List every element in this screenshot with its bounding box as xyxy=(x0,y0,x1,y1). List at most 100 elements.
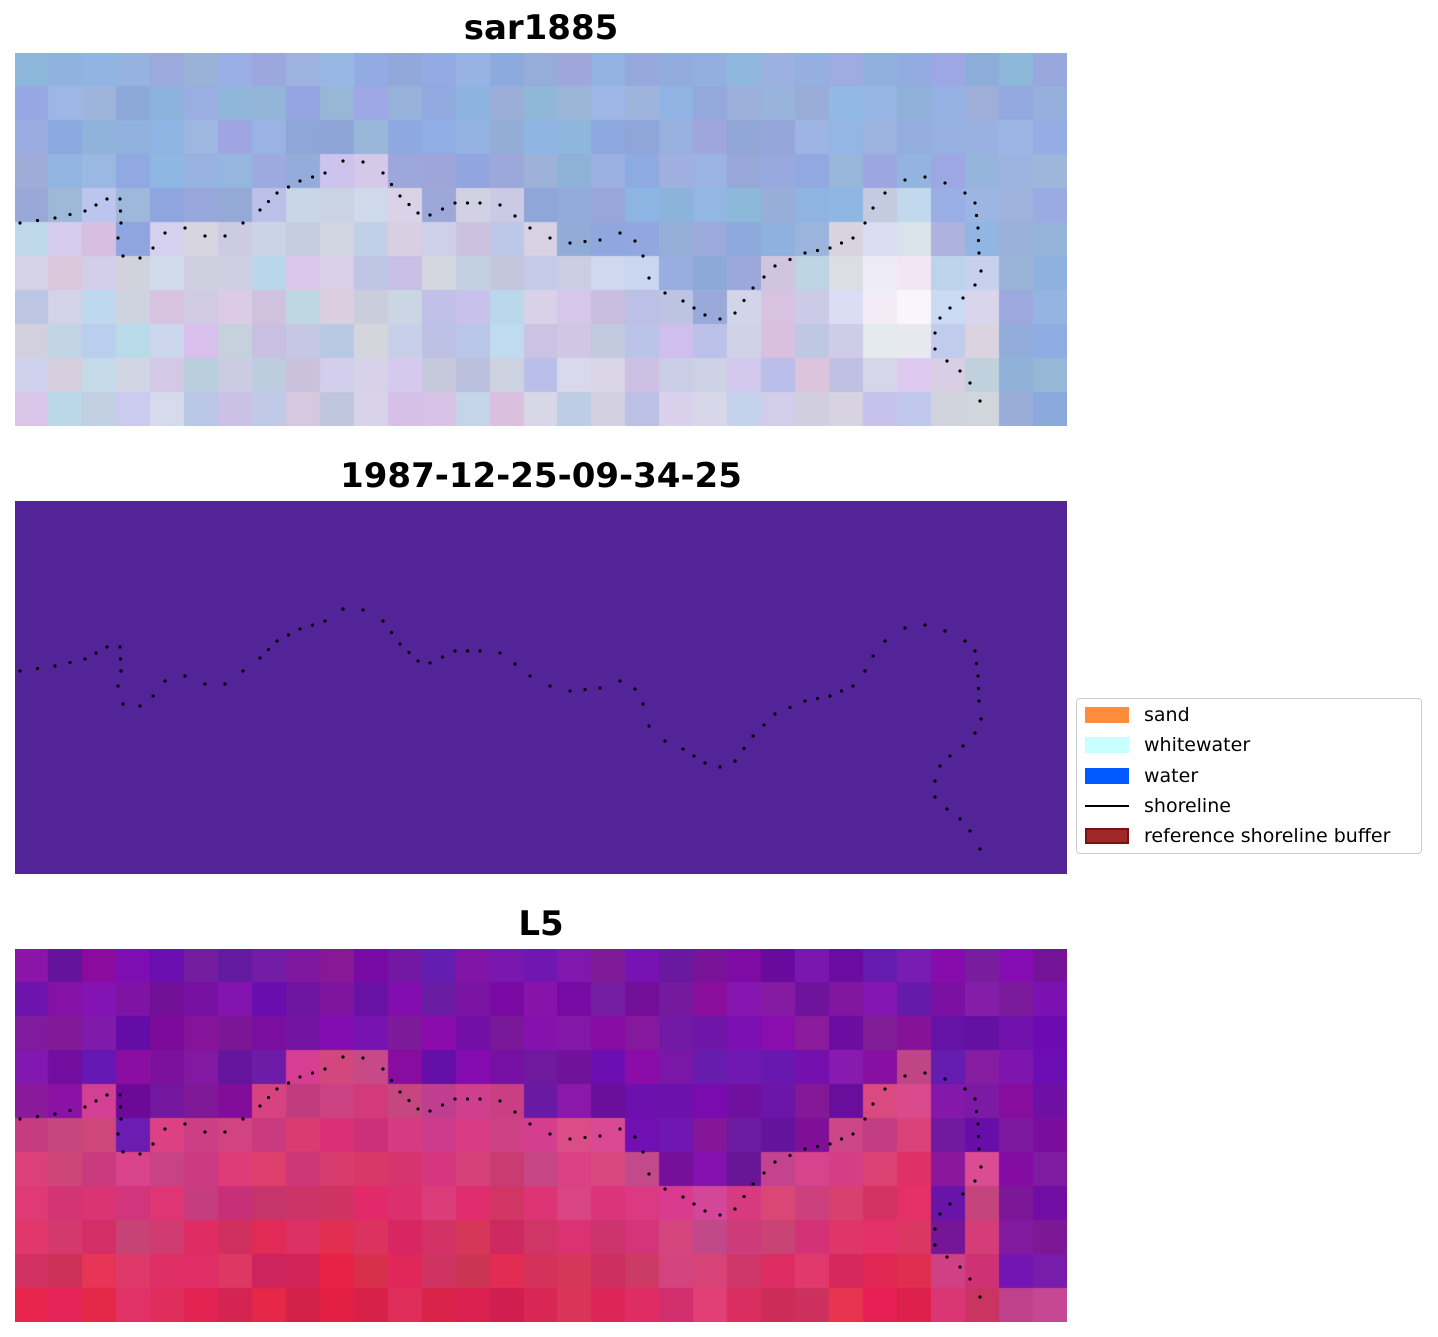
shoreline-point xyxy=(151,1142,155,1146)
shoreline-point xyxy=(963,639,967,643)
shoreline-point xyxy=(883,639,887,643)
shoreline-point xyxy=(266,1095,271,1100)
shoreline-point xyxy=(498,1099,502,1103)
shoreline-point xyxy=(163,679,167,683)
shoreline-point xyxy=(977,251,981,255)
legend-item-sand: sand xyxy=(1085,704,1190,726)
shoreline-point xyxy=(286,633,291,637)
shoreline-point xyxy=(407,650,411,655)
shoreline-point xyxy=(598,686,602,690)
shoreline-point xyxy=(528,674,532,678)
shoreline-point xyxy=(923,623,927,627)
shoreline-point xyxy=(389,1078,394,1083)
shoreline-point xyxy=(105,197,109,201)
shoreline-point xyxy=(223,1130,227,1134)
shoreline-point xyxy=(298,1075,302,1079)
shoreline-point xyxy=(453,649,457,653)
legend-item-reference-buffer: reference shoreline buffer xyxy=(1085,825,1390,847)
shoreline-point xyxy=(703,1209,707,1213)
shoreline-point xyxy=(275,639,279,643)
shoreline-point xyxy=(440,207,445,211)
shoreline-point xyxy=(121,702,125,706)
shoreline-point xyxy=(53,664,57,668)
index-image-panel xyxy=(15,949,1067,1322)
shoreline-point xyxy=(948,306,952,310)
shoreline-point xyxy=(583,687,587,692)
shoreline-point xyxy=(851,684,855,688)
legend-label: sand xyxy=(1144,704,1190,726)
shoreline-point xyxy=(733,759,737,763)
shoreline-point xyxy=(863,221,867,225)
shoreline-point xyxy=(948,754,952,758)
legend-item-shoreline: shoreline xyxy=(1085,795,1231,817)
shoreline-point xyxy=(641,254,645,258)
shoreline-point xyxy=(945,359,949,363)
shoreline-point xyxy=(118,209,123,213)
shoreline-point xyxy=(618,231,622,235)
shoreline-point xyxy=(35,666,40,671)
shoreline-point xyxy=(105,645,109,649)
index-image xyxy=(15,949,1067,1322)
shoreline-point xyxy=(118,645,122,649)
shoreline-point xyxy=(35,218,40,223)
shoreline-point xyxy=(733,311,737,315)
shoreline-point xyxy=(453,201,457,205)
shoreline-point xyxy=(68,212,72,217)
shoreline-point xyxy=(478,201,482,205)
shoreline-point xyxy=(416,211,420,215)
shoreline-point xyxy=(703,313,707,317)
shoreline-point xyxy=(163,231,167,235)
shoreline-point xyxy=(718,765,722,769)
shoreline-point xyxy=(568,1137,572,1141)
shoreline-point xyxy=(119,221,123,225)
shoreline-point xyxy=(751,1182,755,1186)
shoreline-point xyxy=(815,1144,820,1149)
shoreline-line-swatch xyxy=(1085,805,1129,807)
shoreline-point xyxy=(121,1150,125,1154)
shoreline-point xyxy=(871,206,875,210)
shoreline-point xyxy=(478,1097,482,1101)
shoreline-point xyxy=(803,699,807,703)
shoreline-point xyxy=(979,717,983,721)
shoreline-point xyxy=(416,659,420,663)
shoreline-point xyxy=(773,264,777,268)
shoreline-point xyxy=(83,209,87,213)
shoreline-point xyxy=(718,317,722,321)
shoreline-point xyxy=(583,1135,587,1140)
shoreline-point xyxy=(839,1137,844,1141)
shoreline-point xyxy=(863,1117,867,1121)
shoreline-point xyxy=(803,251,807,255)
legend-item-whitewater: whitewater xyxy=(1085,734,1250,756)
sand-swatch xyxy=(1085,707,1129,723)
shoreline-point xyxy=(598,238,602,242)
shoreline-points xyxy=(18,607,983,851)
shoreline-point xyxy=(203,1130,207,1134)
shoreline-point xyxy=(440,655,445,659)
shoreline-point xyxy=(933,1243,937,1247)
shoreline-point xyxy=(361,1056,365,1060)
shoreline-point xyxy=(618,679,622,683)
shoreline-point xyxy=(116,684,120,688)
shoreline-point xyxy=(151,246,155,250)
shoreline-point xyxy=(968,381,972,385)
panel-title-index: L5 xyxy=(518,904,564,944)
shoreline-point xyxy=(428,1109,432,1113)
shoreline-point xyxy=(974,661,979,666)
shoreline-point xyxy=(974,213,979,218)
shoreline-point xyxy=(361,160,365,164)
shoreline-point xyxy=(828,1142,832,1146)
shoreline-point xyxy=(973,283,977,287)
shoreline-point xyxy=(398,642,402,646)
shoreline-point xyxy=(788,705,792,710)
shoreline-point xyxy=(341,607,345,611)
shoreline-point xyxy=(258,208,262,212)
reference-buffer-swatch xyxy=(1085,828,1129,844)
panel-title-rgb: sar1885 xyxy=(463,8,619,48)
shoreline-point xyxy=(977,1147,981,1151)
shoreline-point xyxy=(692,306,696,310)
shoreline-point xyxy=(871,654,875,658)
shoreline-point xyxy=(138,704,142,708)
shoreline-point xyxy=(583,239,587,244)
shoreline-point xyxy=(968,1277,972,1281)
shoreline-point xyxy=(138,256,142,260)
